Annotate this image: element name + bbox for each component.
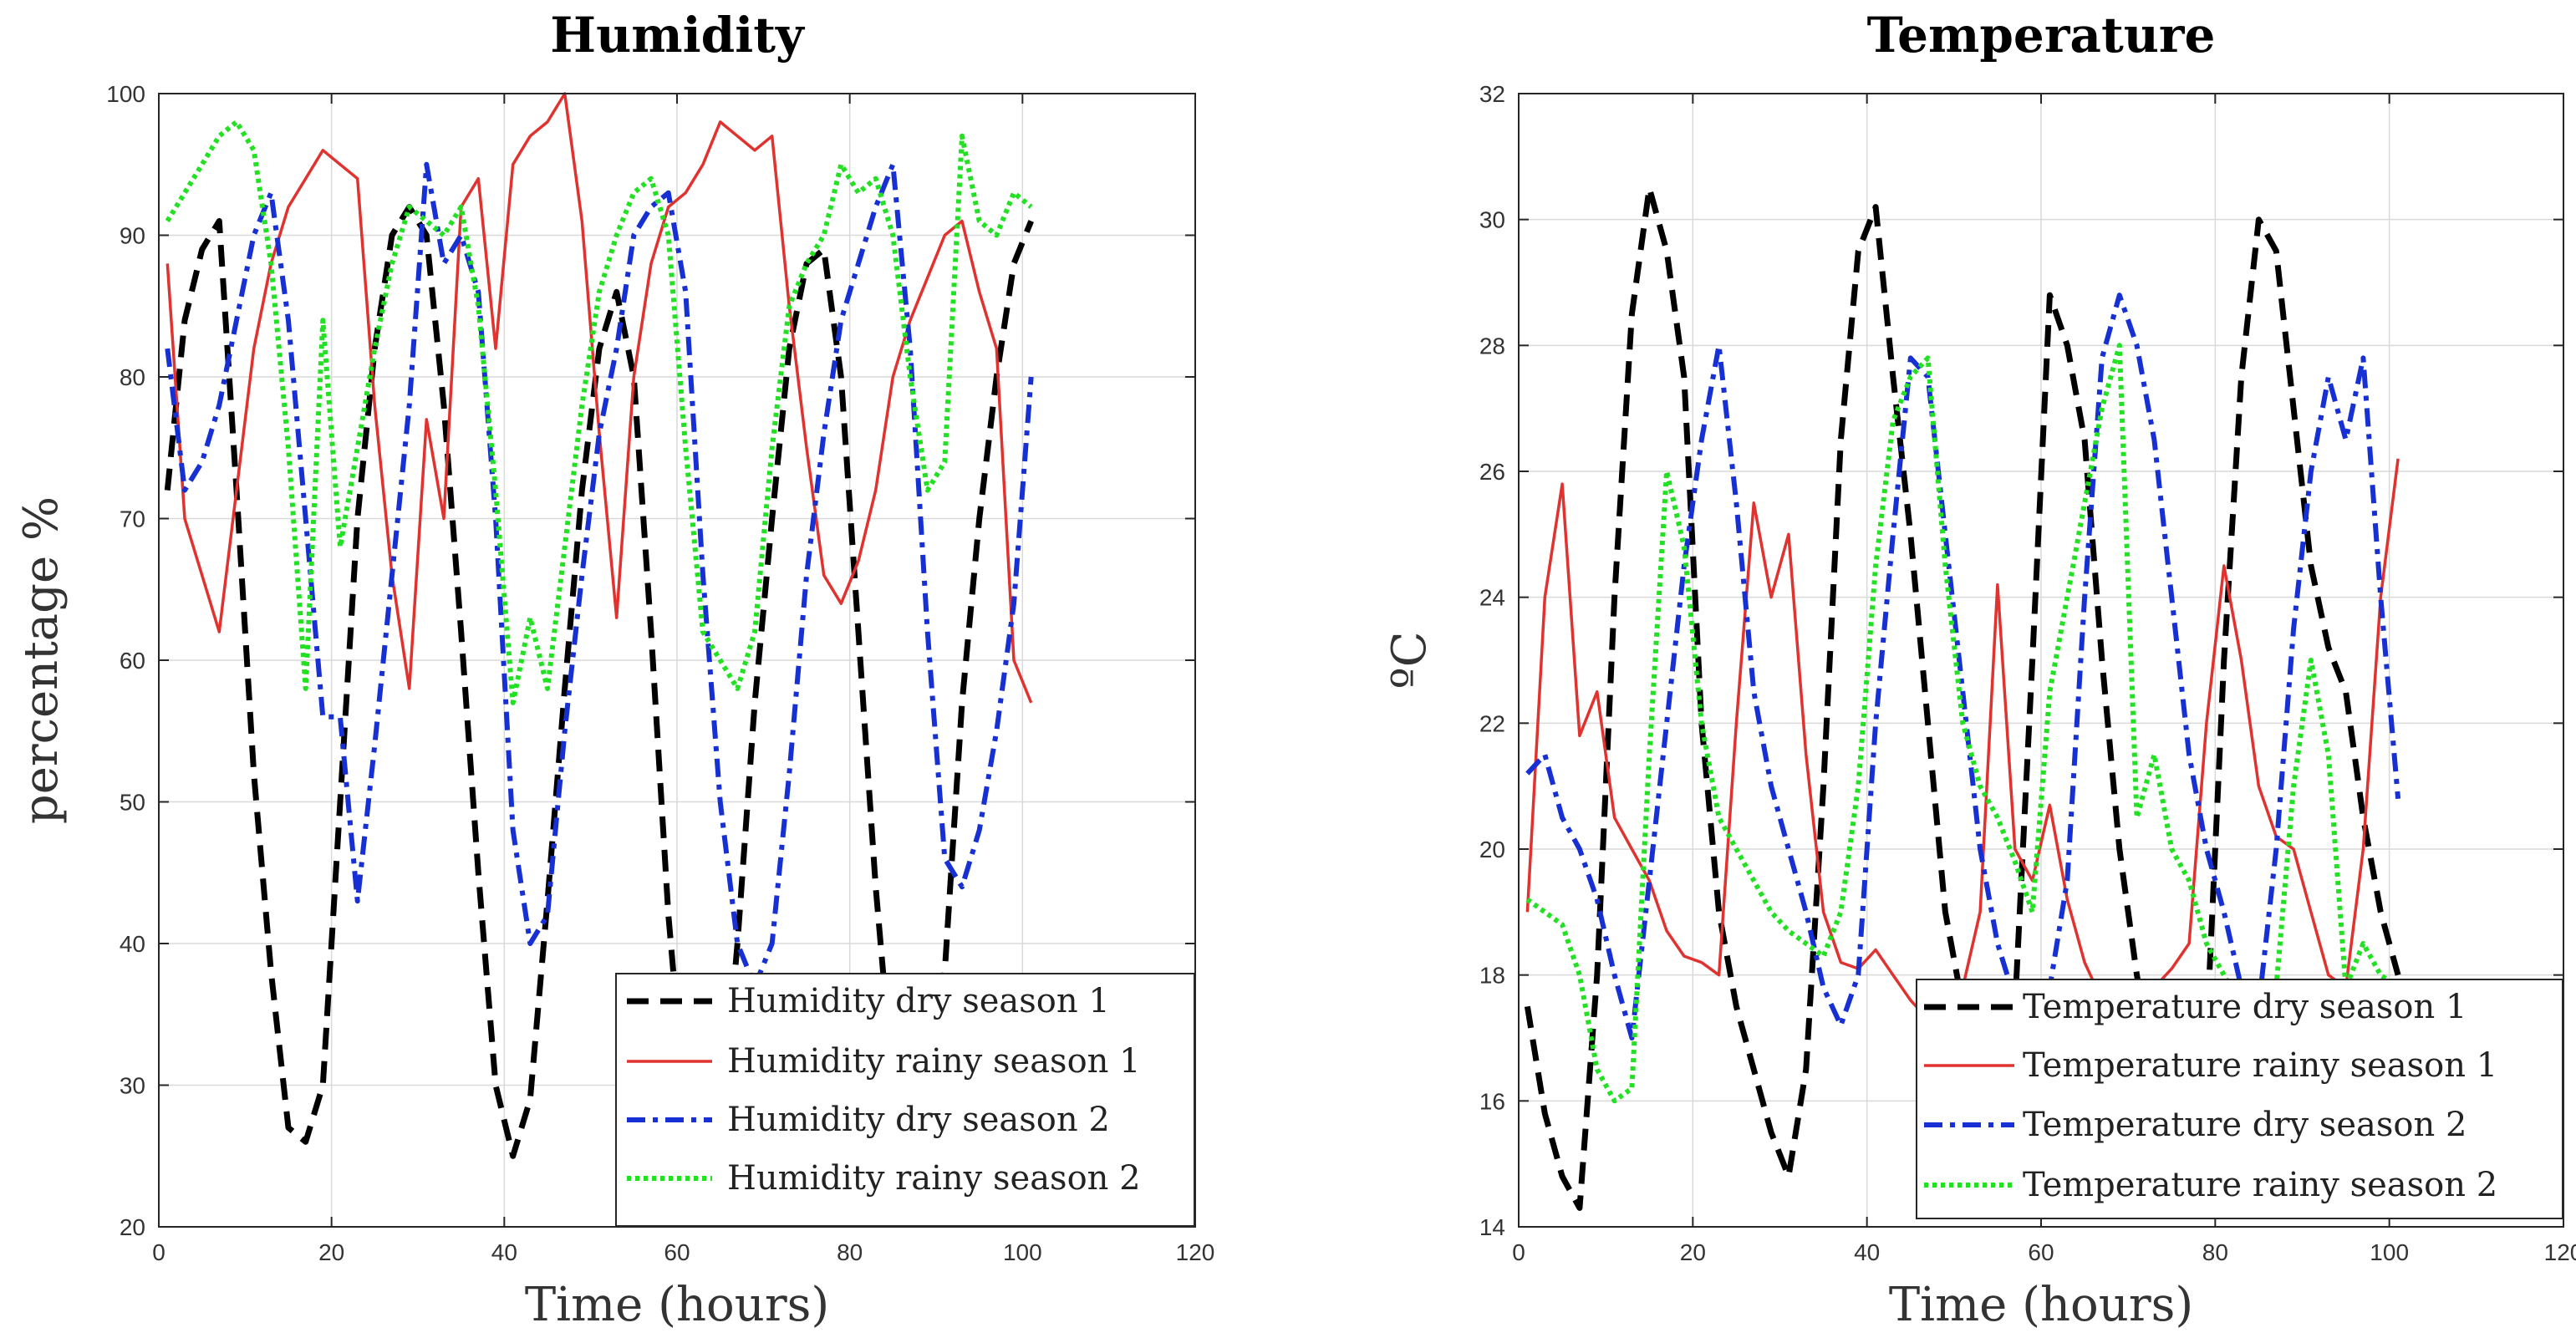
x-tick-label: 120 (1176, 1239, 1215, 1265)
y-tick-label: 26 (1479, 459, 1505, 485)
y-tick-label: 30 (1479, 207, 1505, 233)
x-tick-label: 20 (1680, 1239, 1706, 1265)
y-tick-label: 90 (120, 223, 145, 249)
y-axis-label: ºC (1382, 631, 1437, 689)
y-tick-label: 100 (106, 81, 145, 107)
y-tick-label: 40 (120, 931, 145, 957)
chart-panel-humidity: 0 20 40 60 80 100 120 20 30 40 50 60 70 80 90 100 Humidi… (14, 7, 1214, 1332)
legend-box (615, 973, 1195, 1227)
y-tick-label: 20 (1479, 837, 1505, 862)
x-tick-label: 60 (2028, 1239, 2054, 1265)
x-tick-label: 20 (318, 1239, 344, 1265)
x-tick-label: 0 (152, 1239, 165, 1265)
y-tick-label: 30 (120, 1073, 145, 1099)
x-tick-label: 40 (1854, 1239, 1880, 1265)
y-tick-label: 28 (1479, 333, 1505, 359)
legend-label-2: Temperature rainy season 1 (2023, 1046, 2497, 1085)
legend-label-1: Temperature dry season 1 (2023, 988, 2467, 1026)
y-tick-label: 22 (1479, 710, 1505, 736)
chart-panel-temperature: 0 20 40 60 80 100 120 14 16 18 20 22 24 26 28 30 32 Tempe… (1382, 7, 2576, 1332)
legend-box (1916, 979, 2563, 1219)
y-tick-label: 14 (1479, 1214, 1505, 1240)
x-tick-label: 100 (1003, 1239, 1042, 1265)
series-line-2 (165, 92, 1033, 704)
y-tick-label: 16 (1479, 1088, 1505, 1114)
legend-label-1: Humidity dry season 1 (727, 982, 1110, 1020)
x-axis-label: Time (hours) (1889, 1278, 2193, 1332)
y-tick-label: 24 (1479, 585, 1505, 611)
legend-label-3: Temperature dry season 2 (2023, 1106, 2467, 1144)
y-tick-label: 70 (120, 506, 145, 532)
series-line-3 (165, 161, 1034, 989)
legend-label-4: Temperature rainy season 2 (2023, 1166, 2497, 1204)
series-line-1 (164, 204, 1034, 1173)
x-tick-label: 80 (837, 1239, 863, 1265)
chart-title: Temperature (1867, 7, 2216, 64)
y-tick-label: 60 (120, 648, 145, 674)
legend-label-2: Humidity rainy season 1 (727, 1042, 1141, 1081)
x-tick-label: 0 (1512, 1239, 1525, 1265)
y-tick-label: 20 (120, 1214, 145, 1240)
x-tick-label: 40 (491, 1239, 517, 1265)
y-tick-label: 80 (120, 364, 145, 390)
y-tick-label: 32 (1479, 81, 1505, 107)
x-tick-label: 60 (664, 1239, 690, 1265)
x-axis-label: Time (hours) (525, 1278, 829, 1332)
chart-title: Humidity (550, 7, 806, 64)
y-axis-label: percentage % (14, 496, 69, 824)
x-tick-label: 80 (2202, 1239, 2228, 1265)
legend: Humidity dry season 1 Humidity rainy seas… (615, 973, 1195, 1227)
x-tick-label: 120 (2544, 1239, 2576, 1265)
legend-label-4: Humidity rainy season 2 (727, 1159, 1141, 1198)
legend: Temperature dry season 1 Temperature rain… (1916, 979, 2563, 1219)
y-tick-label: 18 (1479, 963, 1505, 989)
legend-label-3: Humidity dry season 2 (727, 1101, 1110, 1139)
x-tick-label: 100 (2370, 1239, 2409, 1265)
series-line-4 (165, 119, 1033, 705)
y-tick-label: 50 (120, 790, 145, 816)
